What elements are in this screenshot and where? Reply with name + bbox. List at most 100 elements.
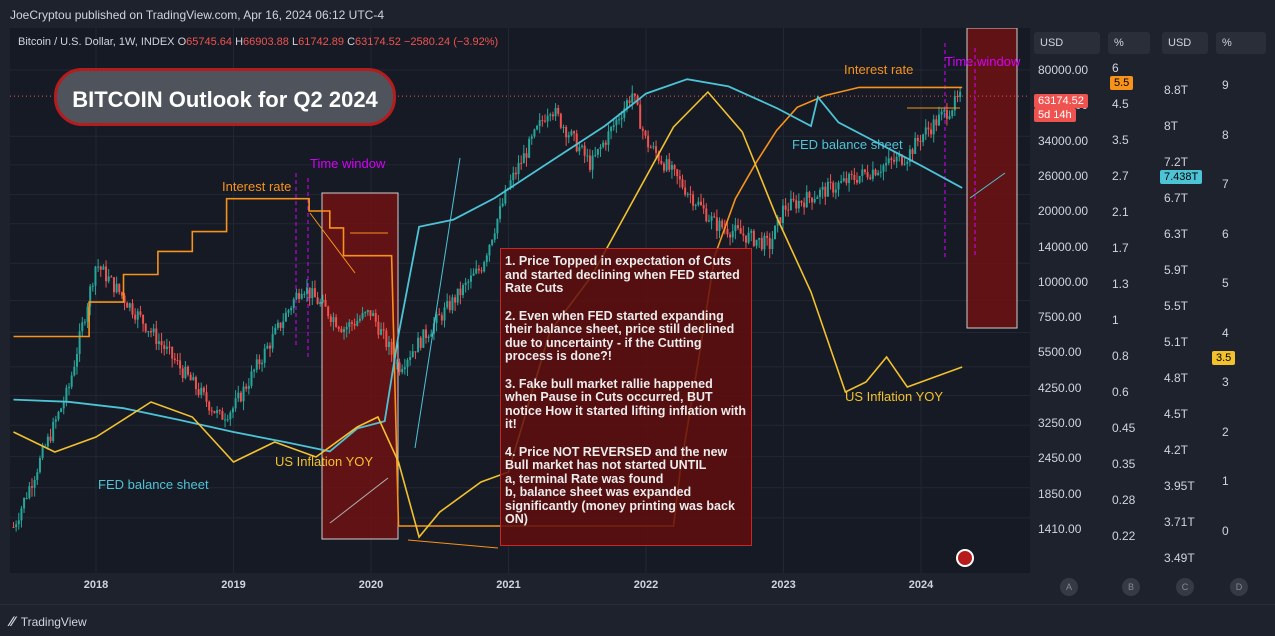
candle-body [729, 234, 732, 238]
inflation-tick: 6 [1222, 226, 1229, 241]
candle-body [155, 328, 158, 344]
rate-tick: 1.7 [1112, 241, 1129, 255]
time-window-box-left [321, 192, 399, 540]
scale-button-c[interactable]: C [1176, 578, 1194, 596]
candle-body [298, 293, 301, 299]
balance-sheet-tick: 6.7T [1164, 191, 1189, 205]
candle-body [581, 145, 584, 147]
inflation-scale[interactable]: % 9 8 7 6 5 4 3 2 1 0 3.5 [1212, 28, 1270, 573]
candle-body [493, 233, 496, 240]
candle-body [419, 337, 422, 348]
candle-body [31, 486, 34, 488]
candle-body [935, 119, 938, 126]
candle-body [226, 419, 229, 421]
balance-sheet-scale[interactable]: USD 8.8T 8T 7.2T 6.7T 6.3T 5.9T 5.5T 5.1T 4.8T 4.… [1158, 28, 1212, 573]
candle-body [417, 337, 420, 353]
tradingview-logo[interactable]: ⁄⁄ TradingView [10, 613, 87, 629]
candle-body [662, 163, 665, 171]
candle-body [120, 292, 123, 296]
candle-body [411, 351, 414, 357]
candle-body [242, 386, 245, 402]
year-tick: 2023 [771, 579, 796, 591]
high-label: H [235, 36, 244, 48]
price-tick: 2450.00 [1038, 451, 1082, 466]
price-tick: 5500.00 [1038, 345, 1082, 360]
candle-body [700, 201, 702, 206]
candle-body [752, 230, 755, 246]
candle-body [895, 156, 898, 162]
candle-body [99, 266, 102, 270]
candle-body [499, 206, 502, 219]
candle-body [189, 374, 192, 381]
chart-pane[interactable]: Interest rate Interest rate Time window Tim… [10, 28, 1030, 573]
price-scale-usd[interactable]: USD 80000.0044000.0034000.0026000.002000… [1030, 28, 1104, 573]
candle-body [641, 128, 644, 131]
arrow-line [414, 157, 461, 449]
scale-button-d[interactable]: D [1230, 578, 1248, 596]
rate-scale[interactable]: % 6 4.5 3.5 2.7 2.1 1.7 1.3 1 0.8 0.6 0.45 0.35 0.28… [1104, 28, 1154, 573]
candle-body [567, 135, 570, 138]
candle-body [686, 193, 689, 195]
candle-body [525, 153, 528, 158]
interest-rate-label: Interest rate [844, 62, 913, 77]
candle-body [337, 327, 340, 329]
candle-body [908, 149, 911, 162]
candle-body [253, 369, 256, 372]
candle-body [681, 179, 684, 188]
candle-body [15, 524, 18, 528]
inflation-tick: 3 [1222, 375, 1229, 389]
year-tick: 2019 [221, 579, 246, 591]
scale-button-a[interactable]: A [1060, 578, 1078, 596]
candle-body [430, 333, 433, 337]
candle-body [321, 299, 324, 302]
candle-body [877, 172, 880, 176]
candle-body [134, 314, 137, 320]
candle-body [570, 131, 573, 136]
fed-balance-sheet-line [13, 78, 963, 453]
candle-body [208, 401, 211, 411]
us-flag-icon[interactable] [956, 549, 974, 567]
candle-body [911, 149, 914, 154]
candle-body [744, 235, 747, 243]
candle-body [882, 165, 885, 172]
candle-body [406, 360, 409, 368]
candle-body [459, 288, 462, 296]
candle-body [631, 93, 634, 103]
candle-body [268, 345, 271, 349]
candle-body [665, 159, 668, 171]
candle-body [218, 410, 221, 412]
candle-body [805, 192, 808, 208]
candle-body [245, 386, 248, 389]
candle-body [216, 410, 219, 414]
candle-body [255, 359, 258, 370]
usd-header-2[interactable]: USD [1162, 32, 1208, 54]
scale-button-b[interactable]: B [1122, 578, 1140, 596]
candle-body [866, 172, 869, 178]
candle-body [557, 107, 560, 114]
pct-header-1[interactable]: % [1108, 32, 1150, 54]
candle-body [734, 225, 737, 232]
candle-body [774, 225, 777, 240]
year-tick: 2021 [496, 579, 521, 591]
balance-sheet-tick: 4.2T [1164, 443, 1189, 457]
inflation-label: US Inflation YOY [845, 389, 943, 404]
time-axis[interactable]: 2018 2019 2020 2021 2022 2023 2024 [10, 573, 1030, 599]
candle-body [46, 436, 49, 447]
candle-body [33, 479, 36, 488]
pct-header-2[interactable]: % [1216, 32, 1266, 54]
usd-header-1[interactable]: USD [1034, 32, 1100, 54]
candle-body [618, 119, 621, 121]
candle-body [250, 371, 253, 386]
candle-body [512, 172, 515, 181]
balance-sheet-tick: 5.5T [1164, 299, 1189, 313]
candle-body [247, 385, 250, 389]
low-value: 61742.89 [298, 36, 344, 48]
price-tick: 7500.00 [1038, 310, 1082, 325]
balance-sheet-tick: 4.5T [1164, 407, 1189, 421]
candle-body [237, 392, 240, 399]
candle-body [652, 146, 655, 148]
candle-body [332, 317, 335, 323]
candle-body [115, 283, 118, 293]
candle-body [197, 389, 200, 395]
candle-body [329, 316, 332, 323]
